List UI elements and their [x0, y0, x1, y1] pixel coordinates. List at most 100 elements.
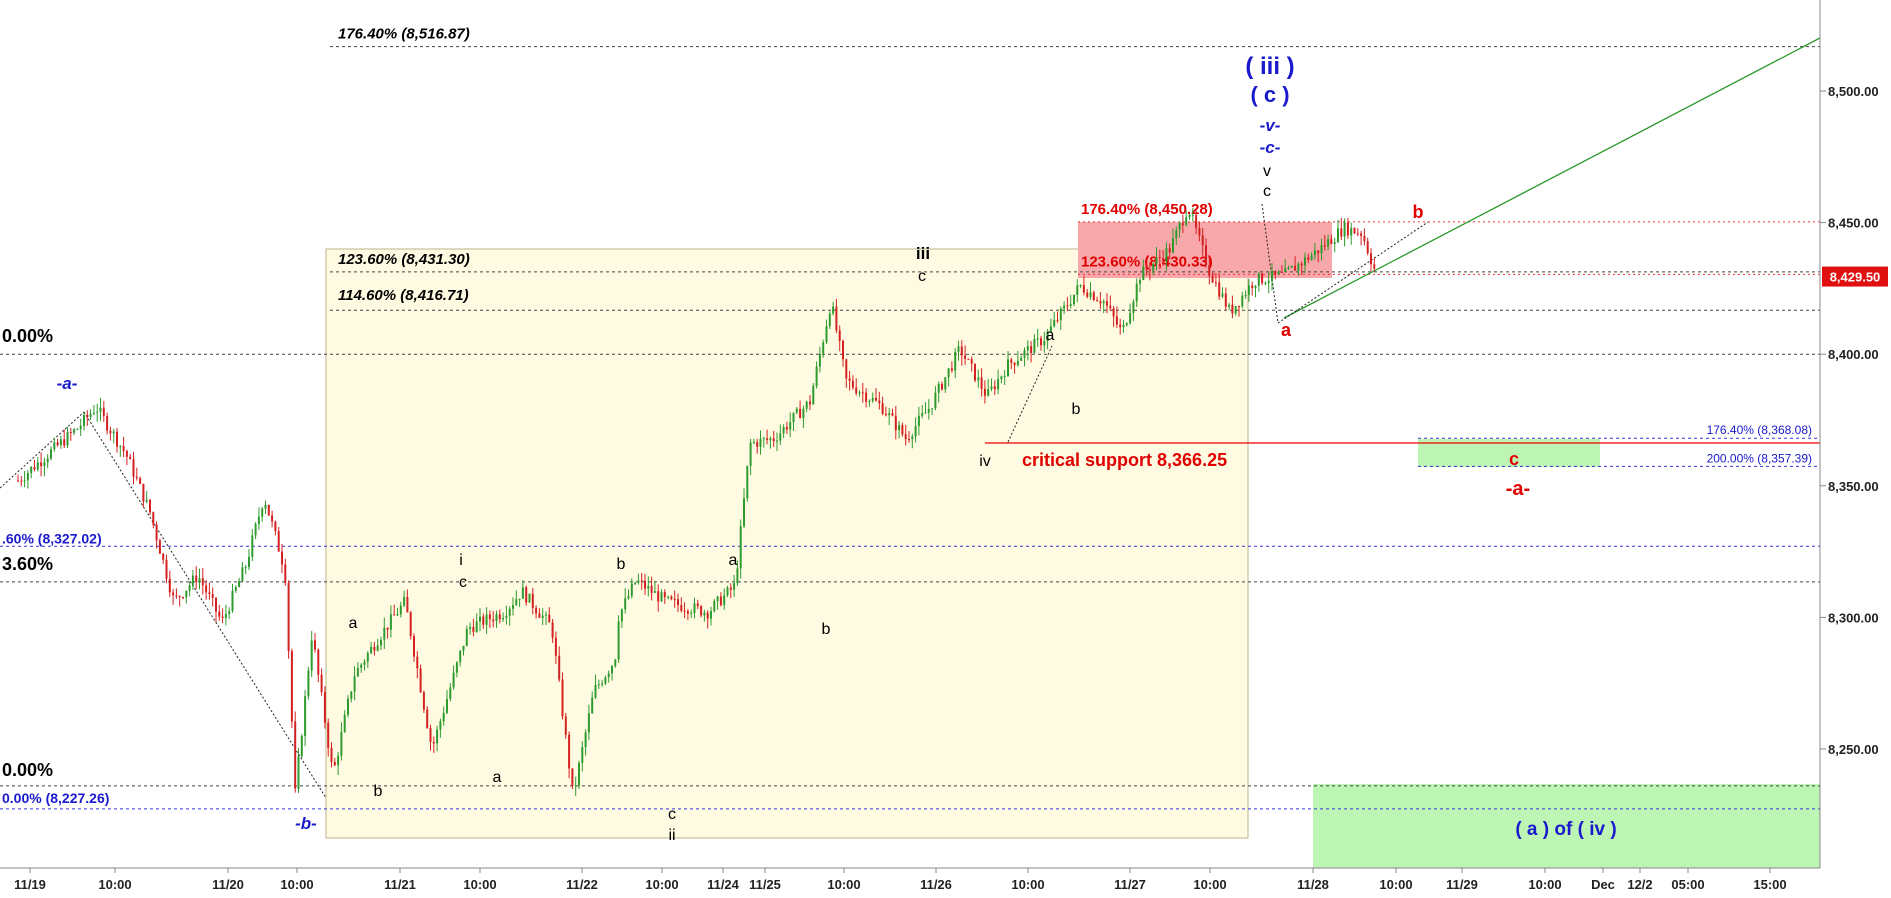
- wave-label: c: [918, 268, 926, 285]
- candle-body: [1053, 319, 1056, 327]
- candle-body: [129, 456, 132, 460]
- candle-body: [1284, 268, 1287, 273]
- candle-body: [947, 368, 950, 378]
- candle-body: [525, 587, 528, 603]
- wave-connector: [0, 411, 85, 489]
- candle-body: [1244, 294, 1247, 296]
- candle-body: [320, 674, 323, 693]
- candle-body: [310, 640, 313, 671]
- candle-body: [1323, 245, 1326, 247]
- candle-body: [716, 596, 719, 602]
- candle-body: [185, 590, 188, 598]
- candle-body: [561, 679, 564, 717]
- candle-body: [861, 392, 864, 394]
- candle-body: [815, 366, 818, 387]
- fib-label: 3.60%: [2, 554, 53, 574]
- fib-label: 0.00%: [2, 760, 53, 780]
- candle-body: [1125, 323, 1128, 325]
- candle-body: [683, 610, 686, 612]
- candle-body: [112, 431, 115, 434]
- candle-body: [703, 612, 706, 616]
- candle-body: [917, 415, 920, 427]
- candle-body: [465, 629, 468, 646]
- candle-body: [581, 747, 584, 763]
- candle-body: [868, 400, 871, 402]
- candle-body: [1287, 267, 1290, 269]
- candle-body: [79, 425, 82, 430]
- candle-body: [558, 655, 561, 680]
- candle-body: [914, 426, 917, 437]
- candle-body: [1033, 339, 1036, 354]
- candle-body: [1300, 263, 1303, 266]
- candle-body: [974, 363, 976, 381]
- candle-body: [406, 596, 409, 613]
- candle-body: [931, 408, 934, 410]
- candle-body: [878, 400, 881, 404]
- candle-body: [122, 445, 125, 452]
- candle-body: [277, 531, 280, 552]
- candle-body: [158, 540, 161, 554]
- candle-body: [779, 433, 782, 441]
- candle-body: [224, 613, 227, 618]
- candle-body: [591, 697, 594, 714]
- candle-body: [614, 659, 617, 667]
- candle-body: [927, 408, 930, 413]
- candle-body: [152, 512, 155, 525]
- candle-body: [1102, 301, 1105, 304]
- candle-body: [1010, 359, 1013, 363]
- candle-body: [142, 483, 145, 502]
- candle-body: [1073, 294, 1075, 305]
- candle-body: [663, 592, 666, 598]
- candle-body: [657, 591, 660, 602]
- candle-body: [825, 326, 828, 343]
- candle-body: [970, 359, 973, 364]
- fib-label: 176.40% (8,368.08): [1707, 423, 1812, 437]
- candle-body: [36, 462, 39, 470]
- candle-body: [667, 596, 670, 598]
- time-tick-label: 15:00: [1753, 877, 1786, 892]
- candle-body: [208, 592, 211, 595]
- candle-body: [330, 747, 333, 762]
- candle-body: [1277, 272, 1280, 275]
- candle-body: [1317, 250, 1320, 254]
- candle-body: [554, 637, 557, 656]
- candle-body: [109, 430, 112, 434]
- candle-body: [1224, 293, 1227, 307]
- candle-body: [1241, 295, 1244, 307]
- candle-body: [637, 580, 640, 583]
- candle-body: [1096, 300, 1099, 302]
- candle-body: [182, 597, 184, 599]
- wave-label: a: [349, 615, 358, 632]
- candle-body: [241, 567, 244, 582]
- candle-body: [125, 451, 128, 457]
- candle-body: [1195, 214, 1198, 228]
- candle-body: [96, 411, 99, 413]
- candle-body: [1205, 245, 1207, 266]
- candle-body: [323, 692, 326, 723]
- wave-label: iii: [916, 244, 930, 263]
- time-tick-label: 11/24: [707, 877, 740, 892]
- time-tick-label: 10:00: [280, 877, 313, 892]
- wave-connector: [83, 411, 327, 799]
- candle-body: [50, 449, 52, 459]
- candle-body: [370, 646, 373, 654]
- candle-body: [1056, 319, 1059, 321]
- candle-body: [1089, 292, 1092, 297]
- candle-body: [307, 670, 310, 697]
- candle-body: [967, 358, 970, 360]
- candle-body: [102, 407, 105, 416]
- candle-body: [838, 330, 841, 341]
- candle-body: [149, 499, 151, 513]
- candle-body: [1274, 270, 1277, 275]
- candle-body: [1076, 285, 1079, 295]
- candle-body: [221, 616, 224, 618]
- wave-label: b: [822, 621, 831, 638]
- candle-body: [195, 575, 198, 583]
- candle-body: [1000, 376, 1003, 379]
- candle-body: [772, 438, 775, 442]
- candle-body: [290, 651, 293, 722]
- candle-body: [805, 401, 808, 409]
- candle-body: [686, 611, 689, 614]
- candle-body: [300, 736, 303, 757]
- fib-label: 176.40% (8,516.87): [338, 26, 470, 43]
